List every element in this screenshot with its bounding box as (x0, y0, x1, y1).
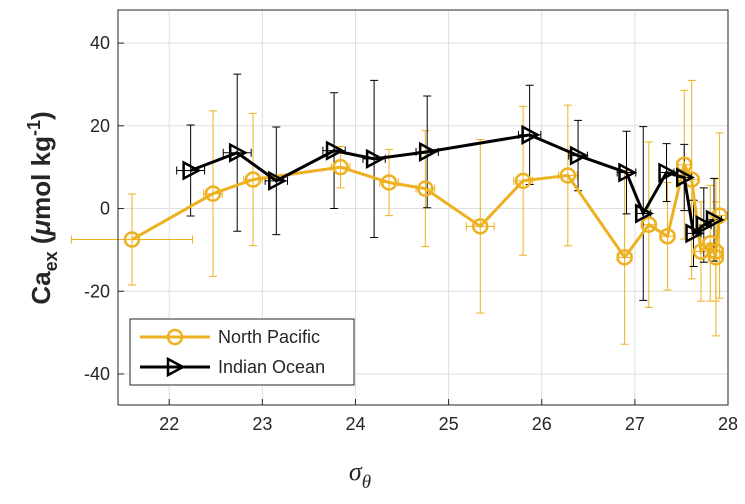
marker (659, 227, 676, 245)
marker (618, 162, 638, 183)
x-tick-label: 23 (252, 414, 272, 434)
plot-frame (117, 9, 729, 406)
marker (685, 223, 705, 244)
marker (228, 142, 248, 163)
y-tick-label: 0 (100, 199, 110, 219)
marker (640, 216, 658, 233)
marker (559, 167, 577, 184)
marker (325, 140, 345, 161)
y-tick-label: -20 (84, 281, 110, 301)
x-tick-label: 28 (718, 414, 738, 434)
marker (204, 185, 222, 202)
y-label-mu: μ (26, 220, 56, 237)
y-label-sub: ex (41, 251, 61, 271)
legend-marker (166, 328, 184, 346)
legend-label: North Pacific (218, 327, 320, 347)
marker (268, 170, 287, 191)
marker (658, 162, 678, 183)
x-label-sub: θ (362, 472, 371, 493)
x-tick-label: 22 (159, 414, 179, 434)
marker (521, 124, 541, 145)
x-axis-label: σθ (349, 457, 371, 493)
marker (417, 180, 434, 197)
marker (244, 171, 262, 188)
marker (182, 160, 202, 181)
marker (707, 249, 725, 266)
x-tick-label: 27 (625, 414, 645, 434)
marker (707, 243, 725, 260)
marker (365, 148, 385, 169)
marker (418, 141, 438, 162)
legend-marker (166, 356, 186, 378)
legend: North Pacific Indian Ocean (129, 318, 355, 386)
x-tick-label: 24 (345, 414, 365, 434)
series-line (131, 160, 722, 260)
x-tick-label: 25 (439, 414, 459, 434)
y-label-unit: mol kg (26, 136, 56, 220)
marker (123, 231, 141, 248)
y-axis-label: Caex (μmol kg-1) (24, 111, 61, 304)
marker (569, 145, 589, 166)
y-tick-label: -40 (84, 364, 110, 384)
y-label-base: Ca (26, 271, 56, 305)
y-tick-label: 20 (90, 116, 110, 136)
x-tick-label: 26 (532, 414, 552, 434)
marker (675, 167, 695, 188)
y-tick-label: 40 (90, 33, 110, 53)
series-line (190, 133, 715, 237)
legend-label: Indian Ocean (218, 357, 325, 377)
marker (514, 172, 532, 190)
marker (695, 214, 715, 236)
marker (635, 203, 654, 224)
marker (332, 158, 349, 176)
y-label-sup: -1 (24, 120, 44, 136)
marker (616, 249, 633, 266)
marker (705, 209, 725, 230)
x-label-main: σ (349, 457, 363, 486)
marker (702, 235, 719, 252)
marker (380, 174, 398, 191)
y-label-paren: ( (26, 235, 56, 251)
marker (675, 156, 693, 173)
marker (472, 218, 489, 235)
y-label-close: ) (26, 111, 56, 120)
